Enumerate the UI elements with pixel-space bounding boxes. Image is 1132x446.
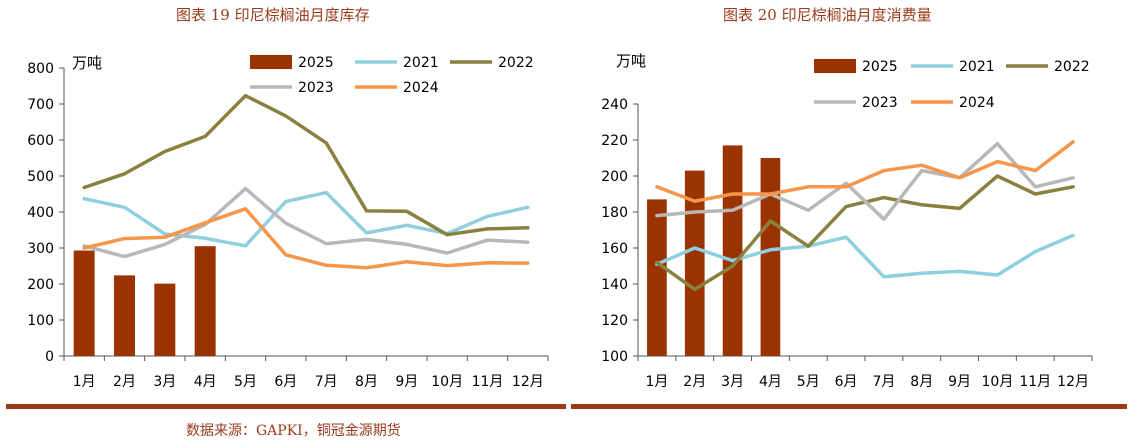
x-tick-label: 8月 (355, 374, 378, 390)
x-tick-label: 1月 (645, 374, 668, 390)
legend-label-2024: 2024 (403, 80, 439, 96)
bar-2025 (194, 246, 216, 356)
bar-2025 (154, 283, 176, 356)
y-tick-label: 500 (27, 169, 54, 185)
x-tick-label: 5月 (797, 374, 820, 390)
line-series-2022 (655, 174, 1075, 292)
bar-2025 (722, 145, 743, 356)
unit-label: 万吨 (72, 54, 102, 72)
line-series-2021 (655, 233, 1075, 279)
legend-label-2021: 2021 (959, 59, 995, 75)
x-tick-label: 7月 (872, 374, 895, 390)
x-tick-label: 3月 (153, 374, 176, 390)
x-tick-label: 10月 (982, 374, 1014, 390)
line-series-2023 (82, 186, 530, 259)
line-series-2022 (82, 93, 530, 237)
consumption-chart: 100 120 140 160 180 200 220 240 1月 2月 3月 4月 5月 6月 7月 8月… (601, 52, 1093, 390)
legend-swatch-2025 (814, 59, 856, 73)
y-tick-label: 0 (45, 349, 54, 365)
line-series-2021 (82, 190, 530, 248)
x-tick-label: 10月 (431, 374, 463, 390)
x-tick-label: 9月 (395, 374, 418, 390)
y-tick-label: 200 (27, 277, 54, 293)
legend-label-2023: 2023 (298, 80, 334, 96)
legend-label-2021: 2021 (403, 55, 439, 71)
bar-2025 (684, 170, 705, 356)
x-tick-label: 9月 (948, 374, 971, 390)
y-tick-label: 100 (601, 349, 628, 365)
x-tick-label: 4月 (759, 374, 782, 390)
x-tick-label: 5月 (234, 374, 257, 390)
legend-label-2024: 2024 (959, 95, 995, 111)
inventory-chart: 0 100 200 300 400 500 600 700 800 1月 2月 3月 4月 5月 6月 7月 8… (27, 54, 549, 390)
x-tick-label: 2月 (113, 374, 136, 390)
legend-label-2023: 2023 (862, 95, 898, 111)
y-tick-label: 180 (601, 205, 628, 221)
x-tick-label: 7月 (315, 374, 338, 390)
line-series-2024 (82, 207, 530, 270)
legend-label-2025: 2025 (862, 59, 898, 75)
chart-title-consumption: 图表 20 印尼棕榈油月度消费量 (723, 6, 932, 24)
x-tick-label: 12月 (1057, 374, 1089, 390)
y-tick-label: 120 (601, 313, 628, 329)
y-tick-label: 200 (601, 169, 628, 185)
x-tick-label: 2月 (683, 374, 706, 390)
bar-2025 (647, 199, 667, 356)
x-tick-label: 6月 (835, 374, 858, 390)
y-tick-label: 400 (27, 205, 54, 221)
x-tick-label: 1月 (73, 374, 96, 390)
y-tick-label: 700 (27, 97, 54, 113)
legend-swatch-2025 (250, 55, 292, 69)
legend-label-2022: 2022 (1054, 59, 1090, 75)
legend-label-2022: 2022 (498, 55, 534, 71)
x-tick-label: 4月 (194, 374, 217, 390)
line-series-2023 (655, 141, 1075, 221)
y-tick-label: 160 (601, 241, 628, 257)
divider-bar-left (6, 404, 566, 409)
x-tick-label: 8月 (910, 374, 933, 390)
chart-title-inventory: 图表 19 印尼棕榈油月度库存 (176, 6, 370, 24)
y-tick-label: 140 (601, 277, 628, 293)
x-tick-label: 6月 (274, 374, 297, 390)
x-tick-label: 12月 (512, 374, 544, 390)
y-tick-label: 300 (27, 241, 54, 257)
unit-label: 万吨 (616, 52, 646, 70)
y-tick-label: 220 (601, 133, 628, 149)
bar-2025 (73, 250, 95, 356)
bar-2025 (114, 275, 135, 356)
y-tick-label: 800 (27, 61, 54, 77)
line-series-2024 (655, 140, 1075, 203)
source-note: 数据来源：GAPKI，铜冠金源期货 (186, 423, 401, 439)
bar-2025 (760, 158, 781, 356)
y-tick-label: 600 (27, 133, 54, 149)
legend-label-2025: 2025 (298, 55, 334, 71)
y-tick-label: 240 (601, 97, 628, 113)
x-tick-label: 11月 (1019, 374, 1051, 390)
x-tick-label: 11月 (472, 374, 504, 390)
y-tick-label: 100 (27, 313, 54, 329)
divider-bar-right (571, 404, 1127, 409)
x-tick-label: 3月 (721, 374, 744, 390)
